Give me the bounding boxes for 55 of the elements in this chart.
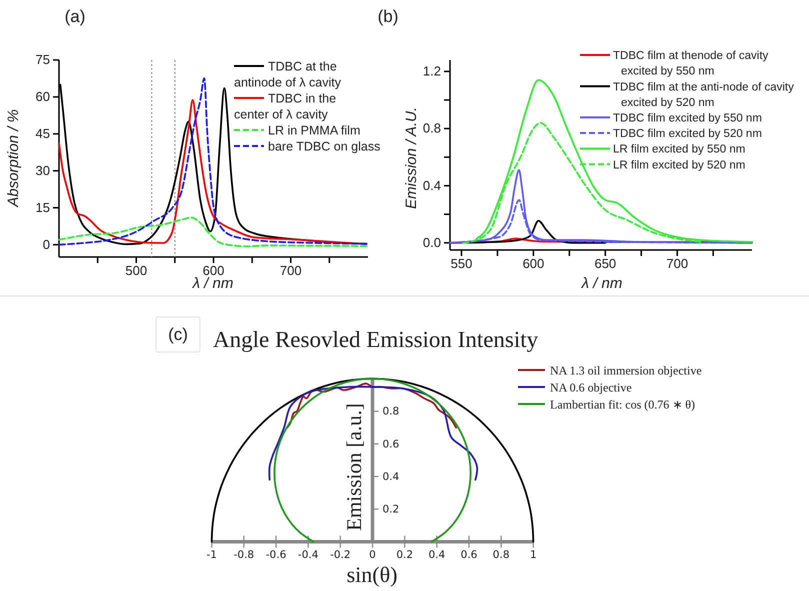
chart-title: (c) [168,325,188,344]
line-series [58,216,368,248]
y-tick-label: 1.2 [422,64,441,79]
legend-label: NA 0.6 objective [550,380,632,394]
legend-label: LR film excited by 520 nm [613,159,746,172]
legend-label: LR film excited by 550 nm [613,144,746,156]
chart-title: (b) [378,7,398,26]
legend-label: Lambertian fit: cos (0.76 ∗ θ) [550,397,696,412]
legend-label: NA 1.3 oil immersion objective [550,363,702,378]
x-tick-label: 1 [530,549,537,562]
legend-label: TDBC film at thenode of cavity excited by 550 nm [613,50,769,78]
legend-label: LR in PMMA film [268,124,360,138]
y-axis-title: Absorption / % [5,109,22,208]
chart-subtitle: Angle Resovled Emission Intensity [213,327,539,352]
y-tick-label: 45 [36,126,50,142]
legend-label: TDBC film excited by 520 nm [613,128,762,140]
y-tick-label: 0.8 [422,120,441,136]
x-tick-label: 700 [666,256,688,272]
x-tick-label: 700 [280,263,302,278]
legend-label: TDBC film excited by 550 nm [613,112,762,125]
y-tick-label: 75 [36,52,50,68]
y-tick-label: 0.4 [422,178,441,193]
x-tick-label: -0.6 [266,549,287,562]
y-tick-label: 0.4 [382,470,400,483]
x-tick-label: -0.8 [234,549,254,562]
x-tick-label: 0 [369,549,376,562]
y-tick-label: 0.2 [382,503,400,516]
y-tick-label: 0 [42,236,50,252]
x-tick-label: 0.8 [492,549,510,562]
y-tick-label: 0.6 [382,438,400,450]
y-tick-label: 60 [36,89,50,104]
legend-label: TDBC in the center of λ cavity [234,92,336,122]
y-tick-label: 30 [36,162,50,178]
x-tick-label: 500 [125,263,148,278]
x-tick-label: -1 [206,549,217,562]
chart-title: (a) [64,7,86,26]
y-tick-label: 15 [36,200,50,215]
y-tick-label: 0.8 [382,406,400,418]
x-tick-label: 600 [522,256,544,272]
x-tick-label: 650 [594,256,616,272]
legend-label: TDBC at the antinode of λ cavity [234,60,342,90]
x-axis-title: sin(θ) [346,562,398,587]
y-axis-title: Emission [a.u.] [342,403,366,531]
x-axis-title: λ / nm [580,275,622,292]
line-series [274,378,472,543]
line-series [210,378,534,543]
legend-label: bare TDBC on glass [268,140,380,154]
x-tick-label: 550 [450,256,472,272]
y-tick-label: 0.0 [422,235,441,250]
legend-label: TDBC film at the anti-node of cavity excited by 520 nm [613,81,794,109]
x-tick-label: 0.2 [396,549,414,562]
x-tick-label: -0.2 [330,549,351,562]
x-tick-label: 0.6 [460,549,478,562]
y-axis-title: Emission / A.U. [403,107,420,209]
x-tick-label: -0.4 [298,549,319,562]
